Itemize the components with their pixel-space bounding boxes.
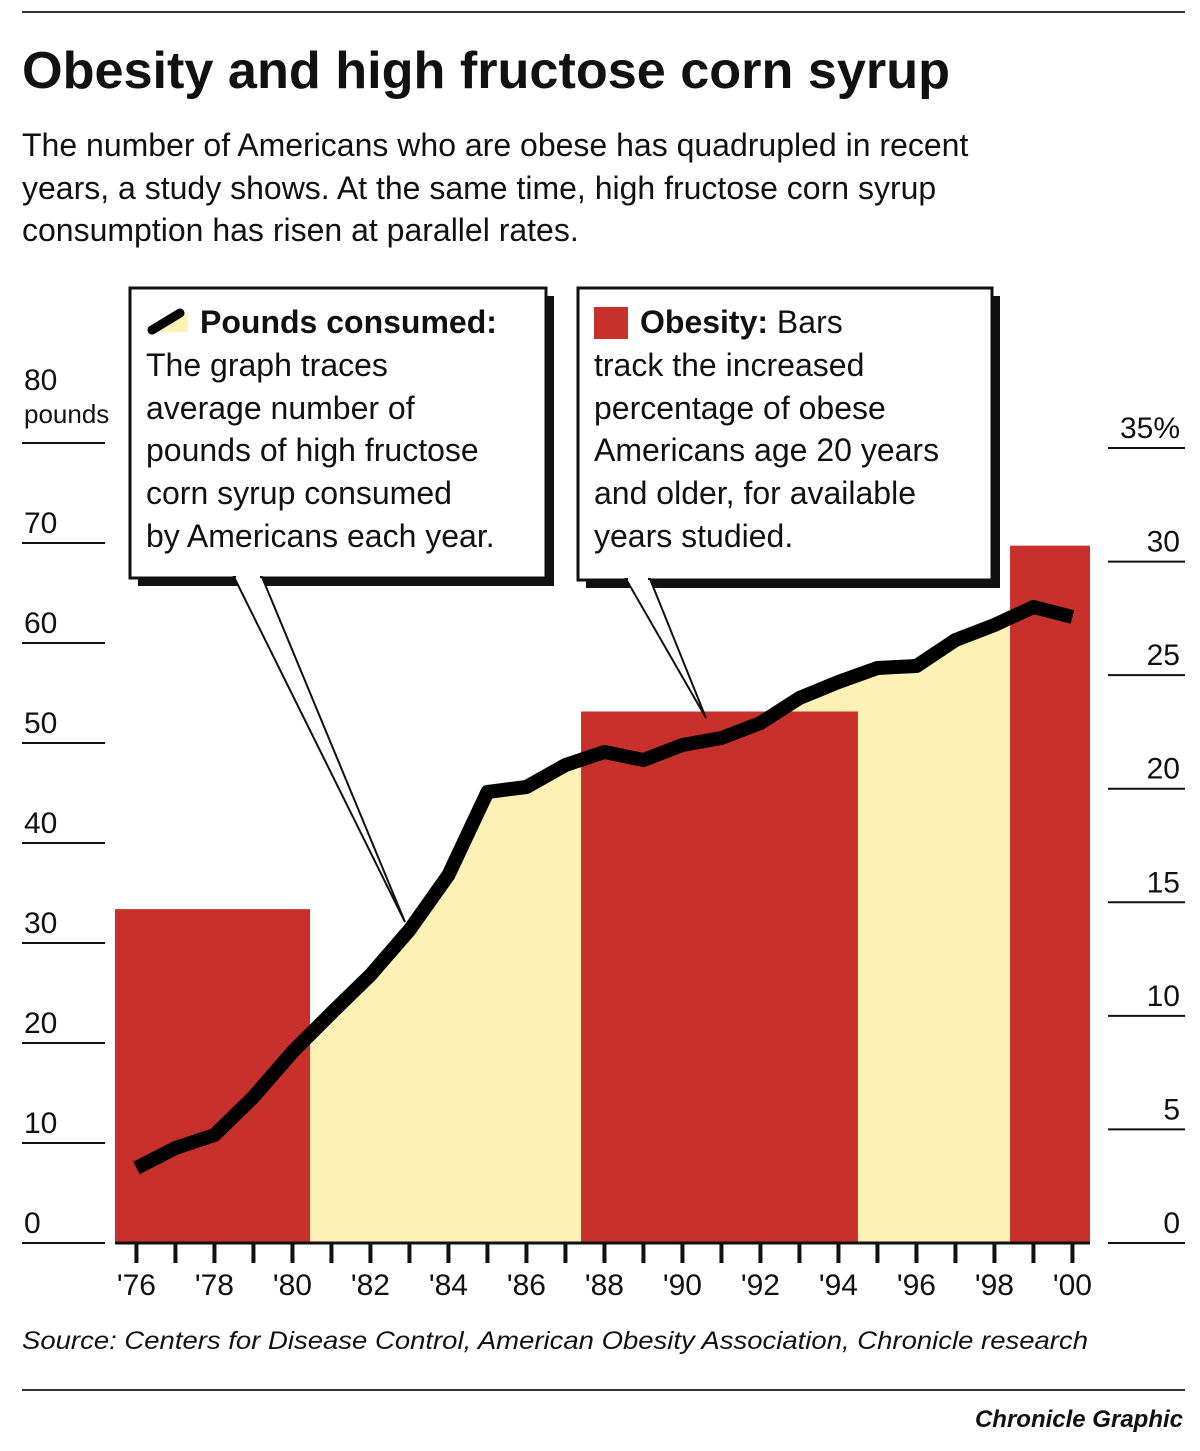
callout-text: pounds of high fructose bbox=[146, 432, 479, 468]
y-tick-label: 50 bbox=[24, 707, 57, 740]
callout-box bbox=[128, 286, 548, 580]
bar bbox=[1010, 545, 1090, 1243]
callout-line: Pounds consumed: The graph traces averag… bbox=[128, 286, 554, 923]
y-tick-label: 10 bbox=[24, 1107, 57, 1140]
callout-text: Bars bbox=[777, 304, 843, 340]
x-tick-label: '90 bbox=[663, 1269, 702, 1302]
y-tick-label: 0 bbox=[24, 1207, 41, 1240]
x-tick-label: '86 bbox=[507, 1269, 546, 1302]
callout-text: percentage of obese bbox=[594, 390, 886, 426]
y2-tick-label: 35% bbox=[1120, 412, 1180, 445]
callout-pointer bbox=[232, 576, 406, 923]
x-tick-label: '94 bbox=[819, 1269, 858, 1302]
y-tick-label: 40 bbox=[24, 807, 57, 840]
x-tick-label: '98 bbox=[975, 1269, 1014, 1302]
callout-text: by Americans each year. bbox=[146, 518, 495, 554]
x-tick-label: '82 bbox=[351, 1269, 390, 1302]
y2-tick-label: 10 bbox=[1147, 980, 1180, 1013]
y-axis-label: pounds bbox=[24, 399, 109, 429]
callout-text: corn syrup consumed bbox=[146, 475, 452, 511]
x-tick-label: '00 bbox=[1053, 1269, 1092, 1302]
x-tick-label: '76 bbox=[117, 1269, 156, 1302]
callout-bar: Obesity: Bars track the increased percen… bbox=[576, 286, 1000, 719]
legend-label: Obesity: Bars bbox=[640, 304, 843, 340]
y-tick-label: 30 bbox=[24, 907, 57, 940]
y2-tick-label: 0 bbox=[1163, 1207, 1180, 1240]
callout-text: The graph traces bbox=[146, 347, 388, 383]
callout-box bbox=[576, 286, 994, 582]
callout-pointer bbox=[624, 578, 707, 719]
legend-swatch bbox=[594, 307, 628, 339]
chart-title: Obesity and high fructose corn syrup bbox=[22, 42, 950, 100]
y2-tick-label: 20 bbox=[1147, 753, 1180, 786]
y2-tick-label: 25 bbox=[1147, 639, 1180, 672]
callout-text: Americans age 20 years bbox=[594, 432, 939, 468]
x-tick-label: '96 bbox=[897, 1269, 936, 1302]
y2-tick-label: 30 bbox=[1147, 526, 1180, 559]
legend-label: Pounds consumed: bbox=[200, 304, 497, 340]
legend-swatch-line bbox=[147, 308, 185, 335]
x-tick-label: '92 bbox=[741, 1269, 780, 1302]
x-tick-label: '80 bbox=[273, 1269, 312, 1302]
legend-name: Obesity: bbox=[640, 304, 768, 340]
callout-text: and older, for available bbox=[594, 475, 916, 511]
x-tick-label: '78 bbox=[195, 1269, 234, 1302]
y-tick-label: 20 bbox=[24, 1007, 57, 1040]
subtitle: years, a study shows. At the same time, … bbox=[22, 170, 936, 206]
callout-text: track the increased bbox=[594, 347, 864, 383]
x-tick-label: '88 bbox=[585, 1269, 624, 1302]
bar bbox=[581, 711, 858, 1243]
y-tick-label: 80 bbox=[24, 364, 57, 397]
y-tick-label: 70 bbox=[24, 507, 57, 540]
y2-tick-label: 15 bbox=[1147, 866, 1180, 899]
line bbox=[133, 600, 1075, 1175]
y2-tick-label: 5 bbox=[1163, 1093, 1180, 1126]
callout-text: years studied. bbox=[594, 518, 793, 554]
source: Source: Centers for Disease Control, Ame… bbox=[22, 1327, 1088, 1355]
callout-text: average number of bbox=[146, 390, 415, 426]
subtitle: The number of Americans who are obese ha… bbox=[22, 127, 968, 163]
credit: Chronicle Graphic bbox=[975, 1406, 1183, 1433]
subtitle: consumption has risen at parallel rates. bbox=[22, 212, 579, 248]
x-tick-label: '84 bbox=[429, 1269, 468, 1302]
y-tick-label: 60 bbox=[24, 607, 57, 640]
